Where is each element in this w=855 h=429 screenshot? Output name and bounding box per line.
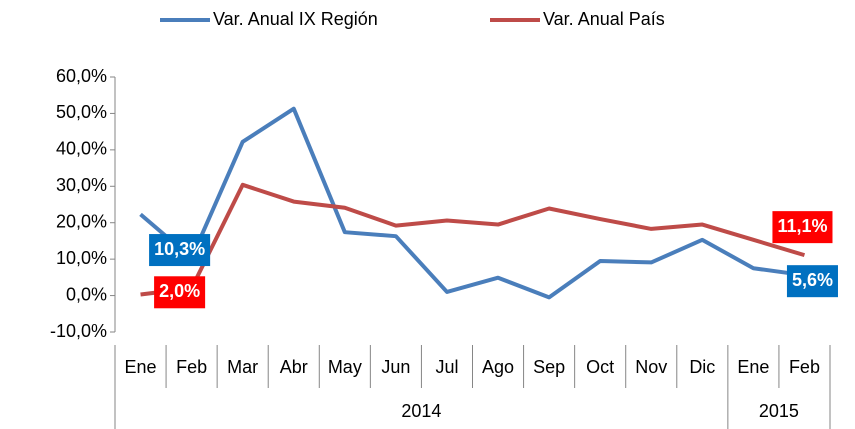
x-tick-label: Feb xyxy=(176,357,207,377)
group-label: 2014 xyxy=(401,401,441,421)
y-tick-label: 10,0% xyxy=(56,248,107,268)
x-tick-label: Sep xyxy=(533,357,565,377)
data-label-box xyxy=(154,276,206,309)
x-tick-label: Ago xyxy=(482,357,514,377)
x-tick-label: Dic xyxy=(689,357,715,377)
x-tick-label: Abr xyxy=(280,357,308,377)
data-label: 2,0% xyxy=(159,281,200,301)
x-tick-label: Ene xyxy=(125,357,157,377)
data-label-box xyxy=(786,265,838,298)
x-tick-label: Nov xyxy=(635,357,667,377)
y-tick-label: 40,0% xyxy=(56,139,107,159)
y-tick-label: 0,0% xyxy=(66,284,107,304)
y-tick-label: 30,0% xyxy=(56,175,107,195)
series-line xyxy=(140,182,806,297)
x-tick-label: Mar xyxy=(227,357,258,377)
y-tick-label: 20,0% xyxy=(56,211,107,231)
y-tick-label: 50,0% xyxy=(56,102,107,122)
y-tick-label: -10,0% xyxy=(50,321,107,341)
x-tick-label: Oct xyxy=(586,357,614,377)
x-tick-label: May xyxy=(328,357,362,377)
data-label-box xyxy=(772,211,833,244)
x-tick-label: Jul xyxy=(435,357,458,377)
group-label: 2015 xyxy=(759,401,799,421)
data-label-box xyxy=(149,234,211,267)
series-line xyxy=(139,106,805,300)
data-label: 10,3% xyxy=(154,239,205,259)
legend-label: Var. Anual IX Región xyxy=(213,9,378,29)
legend-label: Var. Anual País xyxy=(543,9,665,29)
data-label: 11,1% xyxy=(777,216,827,236)
x-tick-label: Feb xyxy=(789,357,820,377)
x-tick-label: Jun xyxy=(381,357,410,377)
data-label: 5,6% xyxy=(792,270,833,290)
x-tick-label: Ene xyxy=(737,357,769,377)
y-tick-label: 60,0% xyxy=(56,66,107,86)
